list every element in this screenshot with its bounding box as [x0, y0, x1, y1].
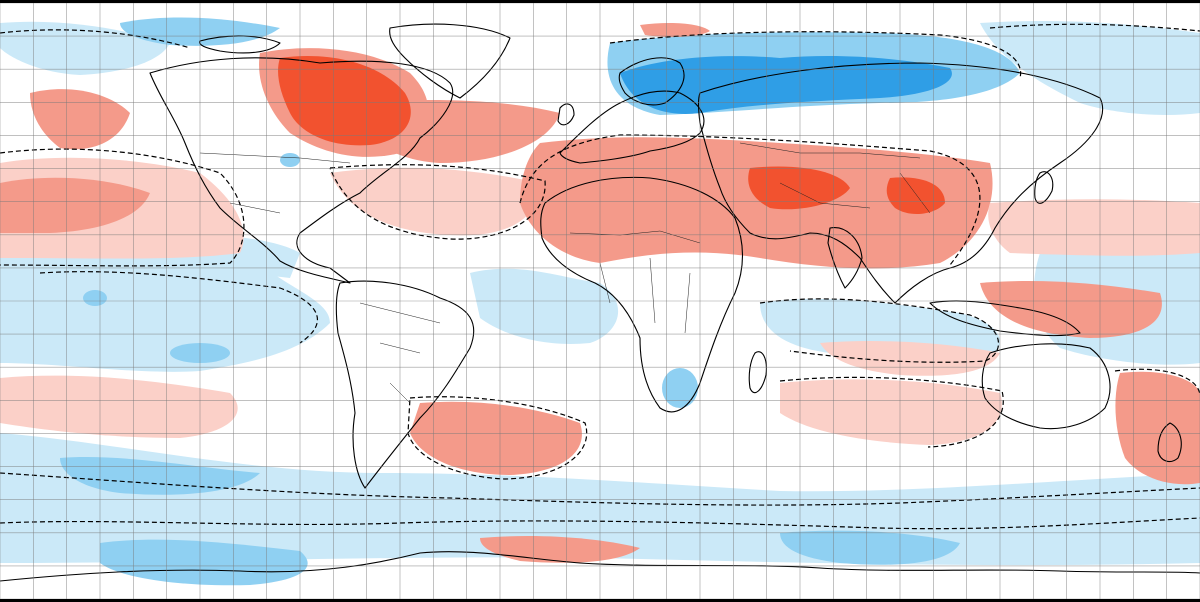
coast-south-america	[335, 280, 475, 489]
graticule	[0, 3, 1200, 599]
coast-antarctica	[0, 551, 1200, 582]
warm-field-south-pacific-band	[0, 375, 238, 438]
border-asia	[739, 142, 931, 214]
border-africa	[569, 230, 701, 334]
contours-layer	[0, 23, 1200, 530]
cool-field-eurasia-core	[620, 56, 952, 114]
contour-southern	[0, 472, 1200, 506]
warm-field-south-atlantic	[410, 401, 582, 475]
contour-tasman	[1114, 368, 1200, 396]
contour-southern-2	[0, 517, 1200, 530]
contour-arctic	[0, 23, 1200, 49]
cool-field-pacific-west	[0, 260, 330, 372]
warm-field-canada-core	[278, 56, 411, 146]
cool-spot-great-lakes	[280, 153, 300, 167]
warm-field-north-pacific-core	[0, 177, 150, 233]
coast-uk	[557, 103, 575, 126]
warm-field-afro-asia	[520, 137, 993, 269]
contour-npac	[0, 148, 245, 267]
anomaly-map	[0, 3, 1200, 599]
coast-madagascar	[748, 351, 767, 394]
coast-scandinavia	[618, 57, 685, 106]
warm-field-south-indian	[780, 379, 1002, 445]
coast-africa	[540, 176, 743, 413]
warm-field-maritime	[980, 281, 1162, 338]
coast-japan	[1034, 171, 1054, 204]
coast-new-zealand	[1157, 422, 1182, 463]
contour-satl	[407, 396, 588, 480]
warm-anomaly-layer	[0, 23, 1200, 563]
warm-field-aleutian	[30, 89, 130, 150]
contour-sindian	[779, 376, 1004, 448]
cool-field-atlantic-equator	[470, 268, 619, 344]
warm-field-barents	[640, 23, 710, 38]
coast-indonesia	[929, 300, 1081, 337]
cool-field-antarctic-1	[100, 539, 308, 586]
contour-eurasia	[609, 31, 1022, 79]
cool-spot-southern-africa	[662, 368, 698, 408]
coast-north-america	[149, 57, 454, 284]
warm-field-tibet-core	[886, 177, 945, 215]
contour-trop-pac	[39, 271, 318, 344]
cool-field-alaska	[0, 21, 170, 75]
cool-field-antarctic-2	[780, 530, 960, 565]
warm-field-central-asia-core	[748, 166, 850, 210]
cool-field-south-indian	[620, 501, 760, 535]
coast-asia	[697, 62, 1104, 304]
cool-spot-east-pacific-2	[83, 290, 107, 306]
contour-indian	[759, 298, 1000, 363]
coast-india	[827, 227, 863, 289]
contour-afro	[519, 134, 981, 266]
warm-field-west-pacific	[988, 199, 1200, 256]
cool-field-arctic-east	[980, 21, 1200, 115]
contour-atl-north	[329, 164, 546, 240]
